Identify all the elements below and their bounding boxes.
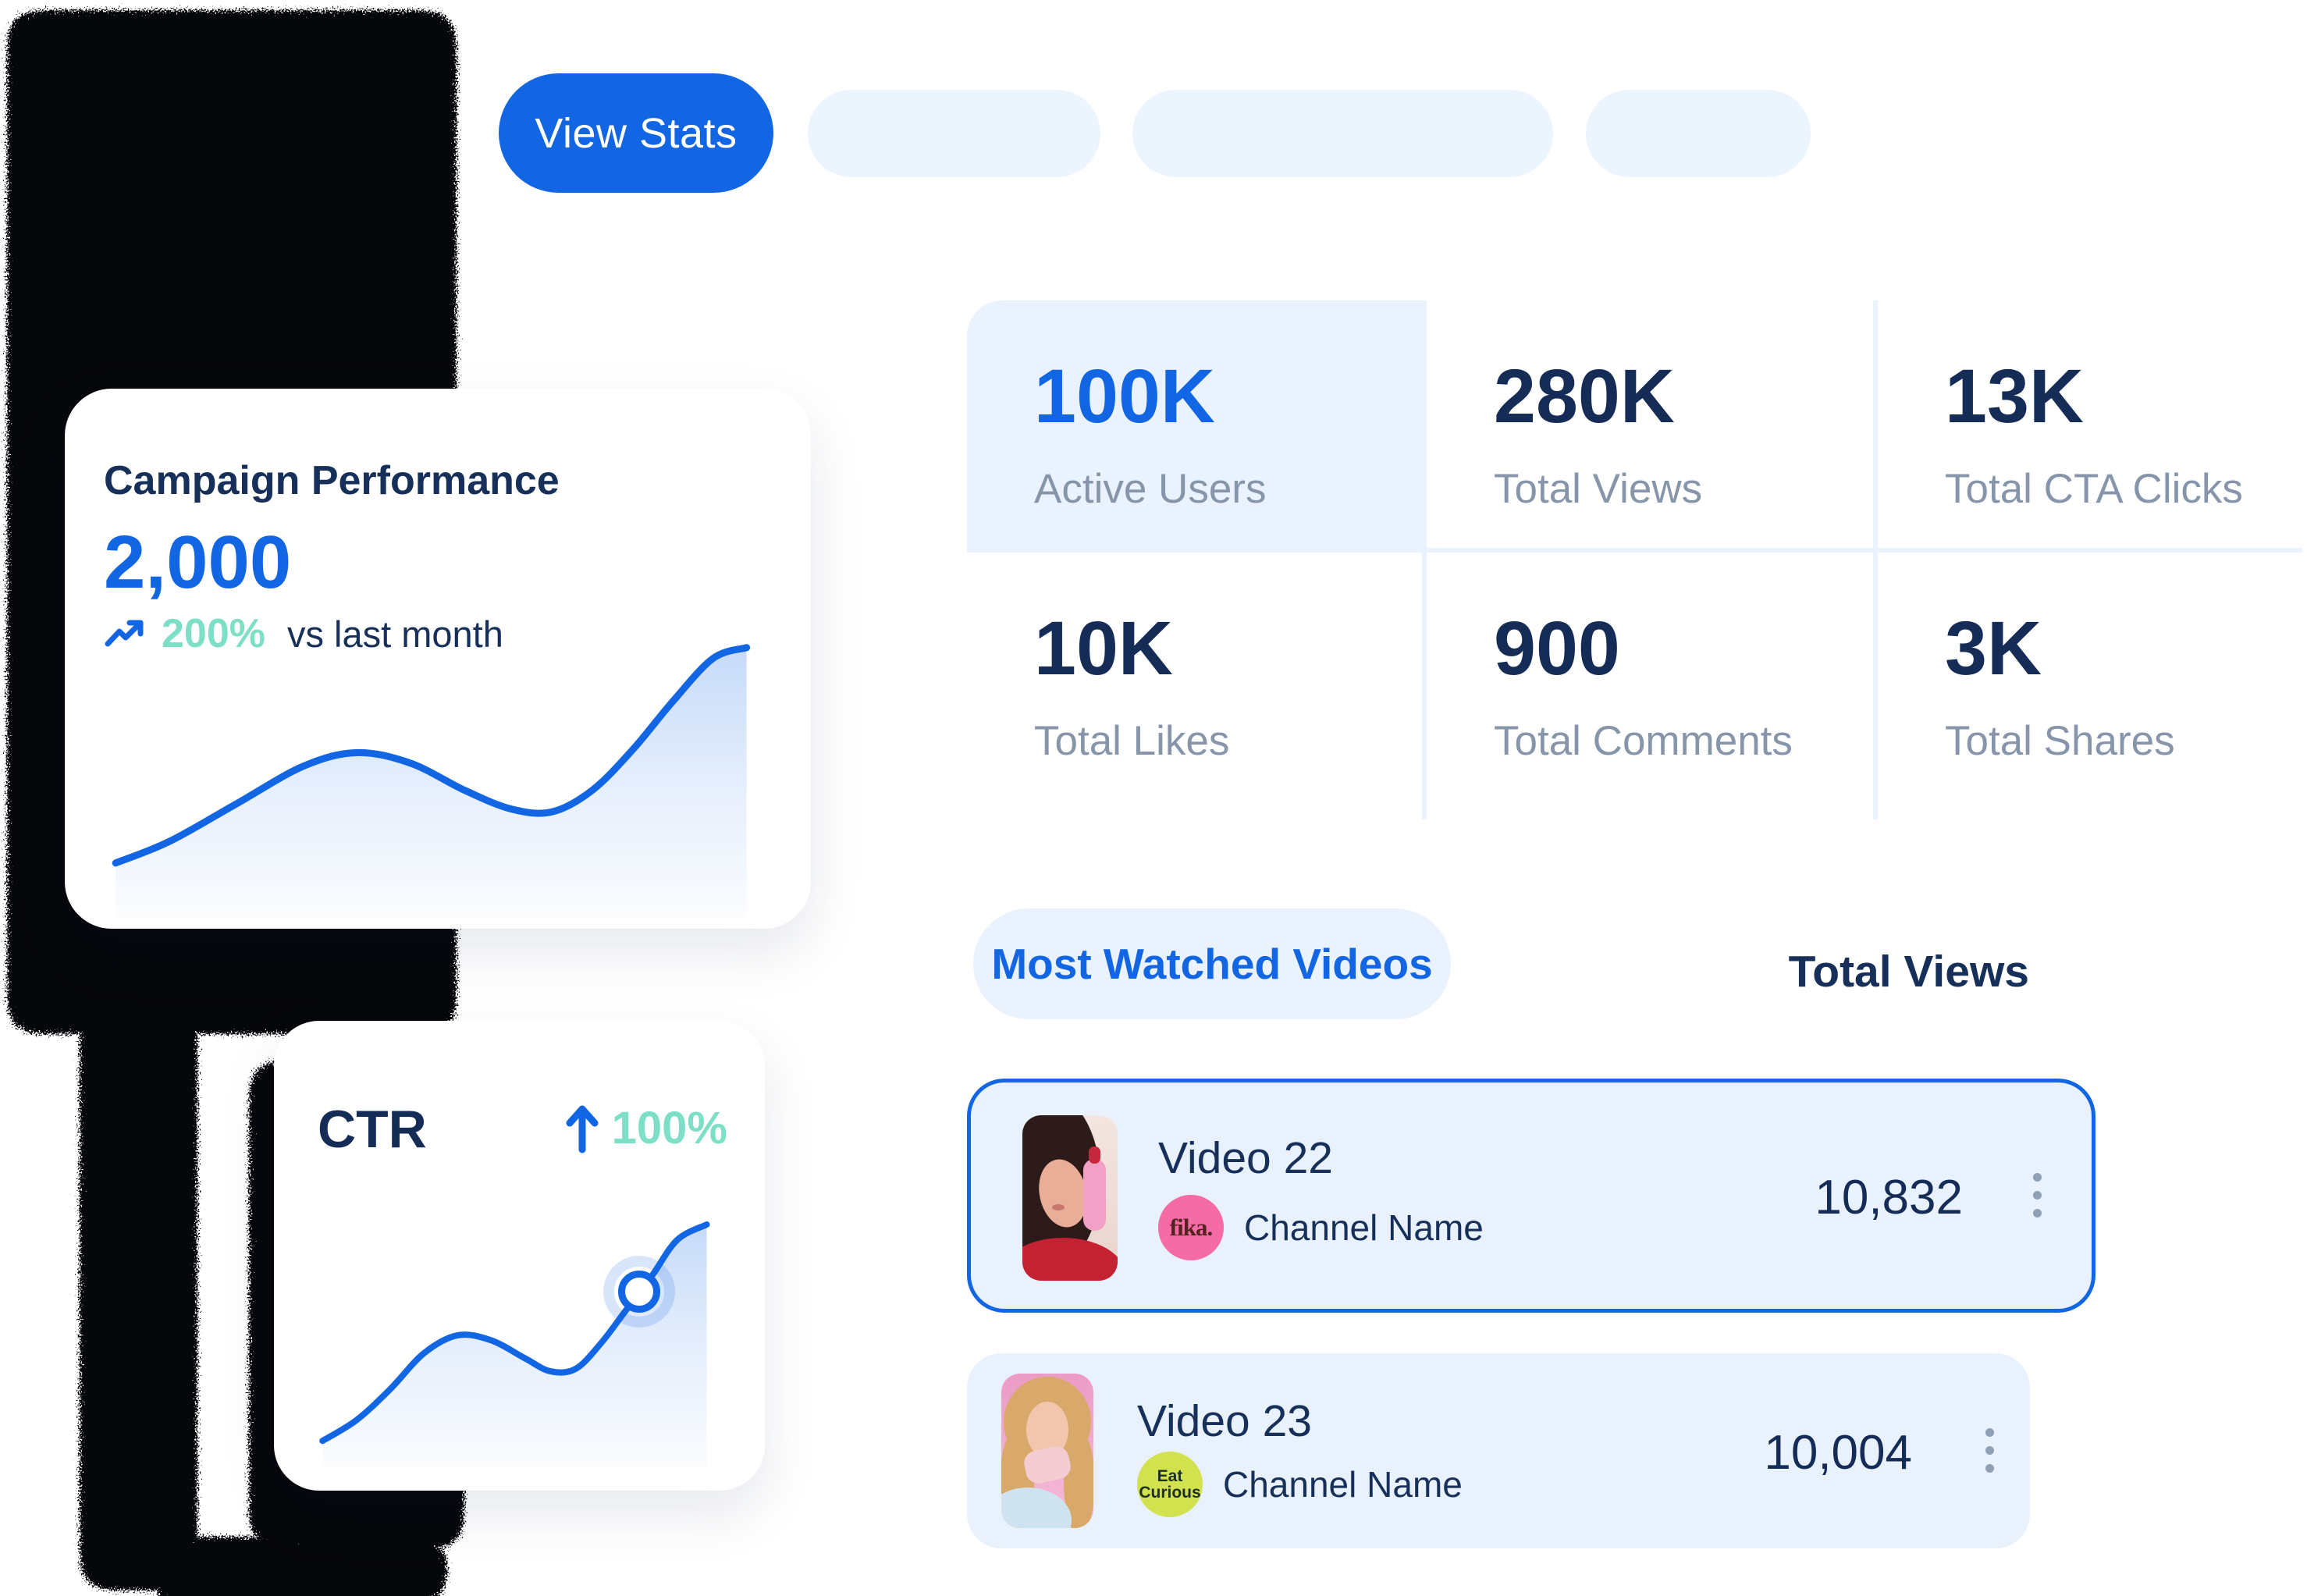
channel-name: Channel Name xyxy=(1244,1207,1484,1248)
stat-cell-active-users[interactable]: 100K Active Users xyxy=(967,300,1422,548)
stat-label: Total Likes xyxy=(1034,718,1230,764)
video-row-video-23[interactable]: Video 23 Eat Curious Channel Name 10,004 xyxy=(967,1353,2030,1548)
most-watched-videos-pill[interactable]: Most Watched Videos xyxy=(973,908,1451,1019)
view-stats-button[interactable]: View Stats xyxy=(499,73,773,193)
stats-grid: 100K Active Users 280K Total Views 13K T… xyxy=(967,300,2302,819)
campaign-value: 2,000 xyxy=(104,521,292,604)
video-title: Video 23 xyxy=(1137,1396,1312,1446)
ctr-sparkline-chart xyxy=(310,1199,732,1467)
kebab-menu-icon[interactable] xyxy=(2027,1167,2048,1224)
marker-core-dot xyxy=(617,1270,660,1313)
video-views-count: 10,004 xyxy=(1764,1426,1912,1480)
video-thumbnail xyxy=(1001,1374,1093,1528)
channel-line: fika. Channel Name xyxy=(1158,1195,1484,1260)
campaign-performance-card: Campaign Performance 2,000 200% vs last … xyxy=(65,389,811,929)
video-thumbnail xyxy=(1022,1115,1118,1281)
campaign-sparkline-chart xyxy=(102,637,773,917)
stat-value: 3K xyxy=(1945,606,2042,691)
video-views-count: 10,832 xyxy=(1815,1171,1963,1225)
arrow-up-icon xyxy=(566,1105,599,1153)
stat-cell-total-views[interactable]: 280K Total Views xyxy=(1427,300,1873,548)
stat-value: 13K xyxy=(1945,354,2084,439)
card-title: CTR xyxy=(318,1100,427,1159)
card-title: Campaign Performance xyxy=(104,458,560,503)
stat-value: 100K xyxy=(1034,354,1215,439)
skeleton-pill-3[interactable] xyxy=(1586,90,1811,177)
video-title: Video 22 xyxy=(1158,1133,1333,1183)
channel-avatar-eat-curious: Eat Curious xyxy=(1137,1452,1203,1517)
stat-value: 900 xyxy=(1494,606,1620,691)
ctr-trend-row: 100% xyxy=(565,1102,727,1154)
stat-value: 280K xyxy=(1494,354,1675,439)
stat-cell-total-comments[interactable]: 900 Total Comments xyxy=(1427,553,1873,819)
kebab-menu-icon[interactable] xyxy=(1979,1422,2000,1479)
skeleton-pill-2[interactable] xyxy=(1132,90,1553,177)
stat-cell-total-cta-clicks[interactable]: 13K Total CTA Clicks xyxy=(1878,300,2302,548)
ctr-change-percent: 100% xyxy=(611,1103,727,1153)
stat-value: 10K xyxy=(1034,606,1173,691)
stat-cell-total-shares[interactable]: 3K Total Shares xyxy=(1878,553,2302,819)
video-row-video-22[interactable]: Video 22 fika. Channel Name 10,832 xyxy=(967,1079,2095,1313)
channel-avatar-fika: fika. xyxy=(1158,1195,1224,1260)
total-views-column-header: Total Views xyxy=(1788,947,2029,997)
stat-label: Total CTA Clicks xyxy=(1945,466,2243,512)
skeleton-pill-1[interactable] xyxy=(808,90,1100,177)
channel-line: Eat Curious Channel Name xyxy=(1137,1452,1463,1517)
channel-name: Channel Name xyxy=(1223,1464,1463,1505)
stat-label: Active Users xyxy=(1034,466,1267,512)
stat-cell-total-likes[interactable]: 10K Total Likes xyxy=(967,553,1422,819)
stat-label: Total Views xyxy=(1494,466,1703,512)
stat-label: Total Shares xyxy=(1945,718,2175,764)
stat-label: Total Comments xyxy=(1494,718,1793,764)
ctr-card: CTR 100% xyxy=(274,1021,765,1491)
